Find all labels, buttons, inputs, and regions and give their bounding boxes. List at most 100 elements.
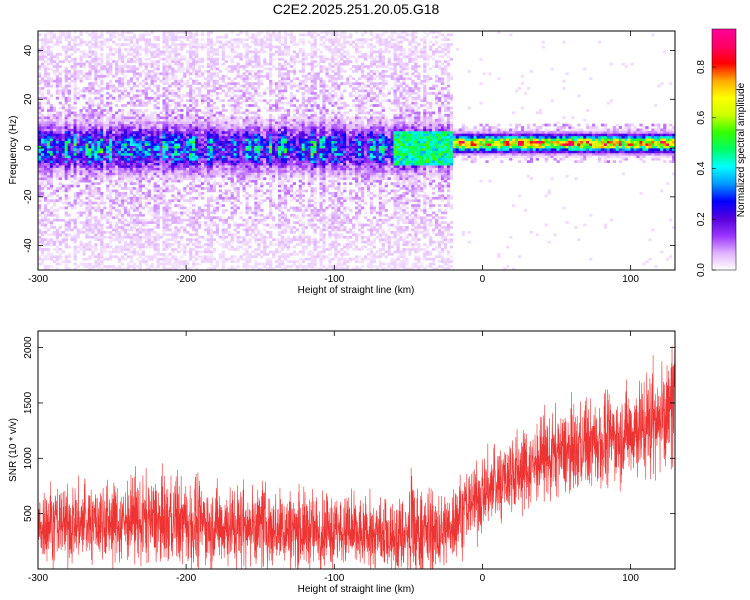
spectrogram-cell [230,233,234,237]
spectrogram-cell [76,182,80,185]
spectrogram-cell [257,252,261,256]
spectrogram-cell [242,72,246,76]
spectrogram-cell [242,155,246,159]
spectrogram-cell [118,48,122,51]
spectrogram-cell [156,221,160,224]
spectrogram-cell [227,223,231,227]
spectrogram-cell [61,118,65,122]
spectrogram-cell [43,138,48,142]
spectrogram-cell [88,140,92,144]
spectrogram-cell [242,223,246,227]
spectrogram-cell [200,187,205,190]
spectrogram-cell [251,170,255,173]
spectrogram-cell [162,70,166,73]
spectrogram-cell [174,204,178,207]
spectrogram-cell [162,89,166,93]
spectrogram-cell [109,213,113,217]
spectrogram-cell [206,199,211,203]
spectrogram-cell [55,240,60,244]
spectrogram-cell [40,218,45,222]
spectrogram-cell [165,65,169,68]
spectrogram-cell [73,74,77,78]
spectrogram-cell [233,109,237,112]
spectrogram-cell [165,40,169,44]
spectrogram-cell [135,250,140,254]
spectrogram-cell [88,82,92,85]
spectrogram-cell [236,38,240,42]
spectrogram-cell [132,148,137,151]
spectrogram-cell [230,109,234,112]
spectrogram-cell [153,45,157,49]
spectrogram-cell [254,150,258,154]
spectrogram-cell [153,150,157,154]
spectrogram-cell [159,201,163,205]
spectrogram-cell [230,43,234,46]
spectrogram-cell [132,96,137,100]
spectrogram-cell [103,230,107,234]
spectrogram-cell [147,240,151,244]
spectrogram-cell [115,248,119,251]
spectrogram-cell [254,121,258,124]
spectrogram-cell [224,128,228,132]
spectrogram-cell [195,167,199,171]
spectrogram-cell [46,33,51,37]
spectrogram-cell [197,194,202,198]
spectrogram-cell [55,167,60,171]
spectrogram-cell [180,160,184,163]
spectrogram-cell [209,260,214,263]
spectrogram-cell [159,262,163,266]
spectrogram-cell [94,67,98,71]
spectrogram-cell [212,211,217,215]
spectrogram-cell [206,211,211,215]
spectrogram-cell [123,248,128,251]
spectrogram-cell [147,162,151,166]
spectrogram-cell [195,162,199,166]
spectrogram-cell [135,179,140,183]
spectrogram-cell [141,121,145,124]
spectrogram-cell [43,157,48,161]
spectrogram-cell [67,121,71,124]
spectrogram-cell [46,243,51,246]
spectrogram-cell [49,165,54,168]
spectrogram-cell [38,238,42,242]
spectrogram-cell [245,267,249,270]
spectrogram-cell [254,40,258,44]
spectrogram-cell [43,72,48,76]
spectrogram-cell [49,199,54,203]
spectrogram-cell [200,96,205,100]
spectrogram-cell [245,65,249,68]
spectrogram-cell [248,206,252,210]
spectrogram-cell [206,206,211,210]
spectrogram-cell [147,155,151,159]
spectrogram-cell [109,52,113,56]
spectrogram-cell [218,152,222,156]
spectrogram-cell [79,72,83,76]
spectrogram-cell [227,99,231,103]
spectrogram-cell [46,72,51,76]
spectrogram-cell [174,233,178,237]
spectrogram-cell [230,118,234,122]
spectrogram-cell [236,172,240,176]
spectrogram-cell [171,174,175,178]
spectrogram-cell [109,140,113,144]
spectrogram-cell [64,260,68,263]
spectrogram-cell [189,211,193,215]
spectrogram-cell [189,191,193,195]
spectrogram-cell [156,101,160,105]
spectrogram-cell [212,123,217,127]
spectrogram-cell [215,260,220,263]
spectrogram-cell [233,148,237,151]
spectrogram-cell [58,116,62,120]
spectrogram-cell [174,248,178,251]
spectrogram-cell [138,206,142,210]
spectrogram-cell [46,45,51,49]
spectrogram-cell [245,167,249,171]
spectrogram-cell [61,260,65,263]
spectrogram-cell [192,162,196,166]
spectrogram-cell [206,218,211,222]
spectrogram-cell [64,126,68,129]
spectrogram-cell [138,165,142,168]
spectrogram-cell [88,48,92,51]
spectrogram-cell [236,40,240,44]
spectrogram-cell [120,130,125,134]
